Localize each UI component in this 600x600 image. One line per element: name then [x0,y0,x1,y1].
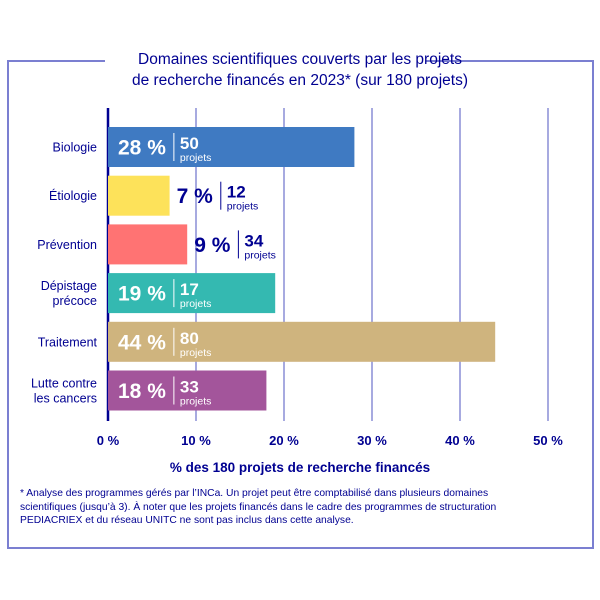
chart-title-line-2: de recherche financés en 2023* (sur 180 … [131,72,469,89]
percent-label: 19 % [118,283,166,306]
x-axis-title: % des 180 projets de recherche financés [170,460,430,475]
category-label: Lutte contre [31,377,97,391]
project-count-label: 80 [180,329,199,348]
frame-right [592,60,594,549]
frame-bottom [7,547,594,549]
x-tick-label: 0 % [97,433,120,448]
bar [108,127,355,167]
bar [108,175,170,216]
category-labels: Biologie Étiologie Prévention Dépistagepréc… [31,141,98,406]
frame-top-right [426,60,594,62]
x-tick-label: 20 % [269,433,299,448]
x-tick-label: 50 % [533,433,563,448]
project-count-label: 17 [180,280,199,299]
projects-word-label: projets [227,201,259,213]
percent-label: 18 % [118,380,166,403]
chart-title: Domaines scientifiques couverts par les … [100,49,500,91]
footnote: * Analyse des programmes gérés par l’INC… [20,487,580,528]
percent-label: 7 % [177,185,214,208]
x-tick-labels: 0 % 10 % 20 % 30 % 40 % 50 % [97,433,563,448]
projects-word-label: projets [244,249,276,261]
footnote-line-2: scientifiques (jusqu’à 3). À noter que l… [20,501,497,513]
chart-title-line-1: Domaines scientifiques couverts par les … [138,51,462,68]
projects-word-label: projets [180,152,212,164]
category-label: Étiologie [49,188,97,203]
bar [108,273,276,314]
project-count-label: 34 [244,231,263,250]
bar [108,321,496,362]
footnote-line-3: PEDIACRIEX et du réseau UNITC ne sont pa… [20,515,354,526]
frame-top-left [7,60,105,62]
category-label: les cancers [34,392,97,406]
x-tick-label: 10 % [181,433,211,448]
footnote-line-1: * Analyse des programmes gérés par l’INC… [20,488,489,499]
project-count-label: 50 [180,134,199,153]
frame-left [7,60,9,549]
bar [108,224,188,265]
project-count-label: 12 [227,183,246,202]
projects-word-label: projets [180,347,212,359]
x-tick-label: 40 % [445,433,475,448]
category-label: Biologie [53,141,98,155]
projects-word-label: projets [180,298,212,310]
x-tick-label: 30 % [357,433,387,448]
category-label: précoce [53,294,98,308]
percent-label: 44 % [118,331,166,354]
category-label: Dépistage [41,279,97,293]
projects-word-label: projets [180,396,212,408]
category-label: Prévention [37,238,97,252]
project-count-label: 33 [180,378,199,397]
percent-label: 9 % [194,234,231,257]
bar [108,370,267,411]
percent-label: 28 % [118,137,166,160]
category-label: Traitement [38,335,98,349]
